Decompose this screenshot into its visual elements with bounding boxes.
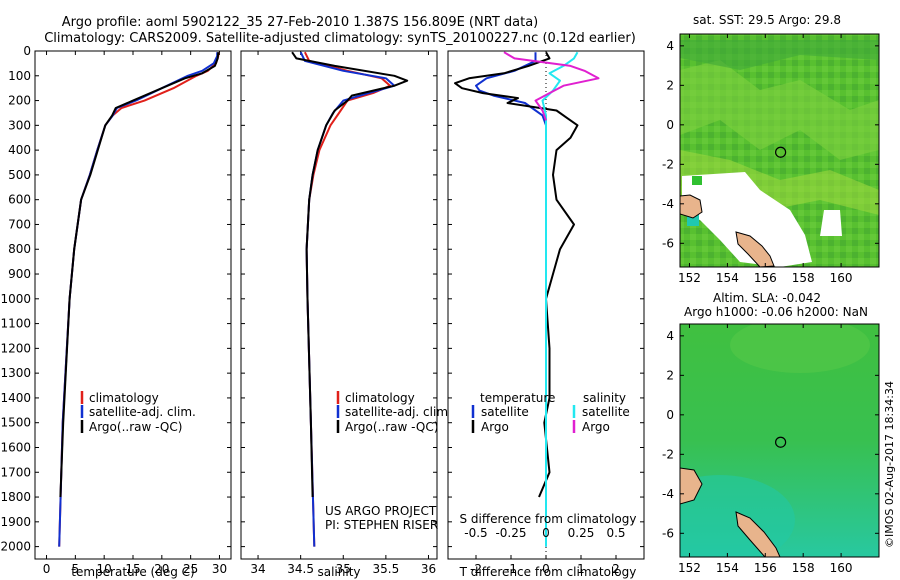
lat-tick-label: 4 [666,329,674,343]
legend-t-argo: Argo [481,420,509,434]
x-tick-label: 30 [212,562,227,576]
x-tick-label: 34.5 [287,562,314,576]
lat-tick-label: 0 [666,118,674,132]
sla-title-line-2: Argo h1000: -0.06 h2000: NaN [684,305,868,319]
legend-climatology: climatology [89,391,159,405]
depth-tick-label: 1000 [0,292,31,306]
depth-tick-label: 800 [8,242,31,256]
difference-panel: -2 -1 0 1 2 temperature salinity satellite A… [448,51,644,579]
depth-tick-label: 900 [8,267,31,281]
depth-tick-label: 1500 [0,416,31,430]
lat-tick-label: 2 [666,78,674,92]
salinity-panel: 34 34.5 35 35.5 36 salinity climatology sate… [241,51,452,579]
salinity-xlabel: salinity [317,565,360,579]
lat-tick-label: 4 [666,39,674,53]
depth-tick-label: 1100 [0,317,31,331]
depth-tick-label: 600 [8,193,31,207]
lat-tick-label: -4 [662,197,674,211]
legend-climatology: climatology [345,391,415,405]
lon-tick-label: 154 [716,271,739,285]
lat-tick-label: -6 [662,236,674,250]
lat-tick-label: -6 [662,526,674,540]
sst-pixel [692,176,702,185]
lon-tick-label: 160 [830,271,853,285]
legend-s-argo: Argo [582,420,610,434]
depth-tick-label: 500 [8,168,31,182]
legend-argo: Argo(..raw -QC) [345,420,438,434]
depth-tick-label: 700 [8,217,31,231]
legend-s-satellite: satellite [582,405,630,419]
salinity-axes-frame [241,51,437,559]
top-tick-label: 0.25 [568,526,595,540]
x-tick-label: 0 [43,562,51,576]
lon-tick-label: 160 [830,561,853,575]
argo-profile-figure: Argo profile: aoml 5902122_35 27-Feb-201… [0,0,900,580]
top-tick-label: -0.5 [464,526,487,540]
temperature-xlabel: temperature (deg C) [71,565,194,579]
title-line-1: Argo profile: aoml 5902122_35 27-Feb-201… [62,15,539,30]
lon-tick-label: 154 [716,561,739,575]
lon-tick-label: 158 [792,271,815,285]
temperature-panel: 0100200300400500600700800900100011001200… [0,44,231,579]
depth-tick-label: 1400 [0,391,31,405]
depth-tick-label: 1900 [0,515,31,529]
top-tick-label: -0.25 [495,526,526,540]
imos-timestamp: ©IMOS 02-Aug-2017 18:34:34 [883,381,896,548]
legend-t-satellite: satellite [481,405,529,419]
lon-tick-label: 156 [754,561,777,575]
x-tick-label: 36 [421,562,436,576]
depth-tick-label: 1700 [0,465,31,479]
depth-tick-label: 0 [23,44,31,58]
legend-satellite: satellite-adj. clim. [345,405,452,419]
sst-map-title: sat. SST: 29.5 Argo: 29.8 [693,13,841,27]
x-tick-label: 35.5 [373,562,400,576]
lon-tick-label: 152 [678,271,701,285]
depth-tick-label: 2000 [0,540,31,554]
sla-map-panel: Altim. SLA: -0.042 Argo h1000: -0.06 h20… [645,291,879,575]
depth-tick-label: 1800 [0,490,31,504]
lat-tick-label: -2 [662,157,674,171]
lat-tick-label: -2 [662,447,674,461]
salinity-difference-top-label: S difference from climatology [460,512,637,526]
depth-tick-label: 1300 [0,366,31,380]
pi-label: PI: STEPHEN RISER [325,518,438,532]
top-tick-label: 0.5 [606,526,625,540]
sla-high-region [730,317,870,373]
sst-map-panel: sat. SST: 29.5 Argo: 29.8 152 154 156 158 16… [662,13,879,285]
depth-tick-label: 1600 [0,440,31,454]
legend-satellite: satellite-adj. clim. [89,405,196,419]
depth-tick-label: 100 [8,69,31,83]
top-tick-label: 0 [542,526,550,540]
lat-tick-label: 0 [666,408,674,422]
lon-tick-label: 158 [792,561,815,575]
temperature-difference-xlabel: T difference from climatology [459,565,637,579]
legend-title-salinity: salinity [583,391,626,405]
temperature-axes-frame [35,51,231,559]
legend-argo: Argo(..raw -QC) [89,420,182,434]
lon-tick-label: 152 [678,561,701,575]
legend-title-temperature: temperature [480,391,555,405]
depth-tick-label: 200 [8,94,31,108]
depth-tick-label: 400 [8,143,31,157]
x-tick-label: 34 [250,562,265,576]
lat-tick-label: 2 [666,368,674,382]
title-line-2: Climatology: CARS2009. Satellite-adjuste… [44,31,636,46]
project-label: US ARGO PROJECT [325,504,437,518]
depth-tick-label: 300 [8,118,31,132]
depth-tick-label: 1200 [0,341,31,355]
lon-tick-label: 156 [754,271,777,285]
sla-title-line-1: Altim. SLA: -0.042 [713,291,821,305]
lat-tick-label: -4 [662,487,674,501]
